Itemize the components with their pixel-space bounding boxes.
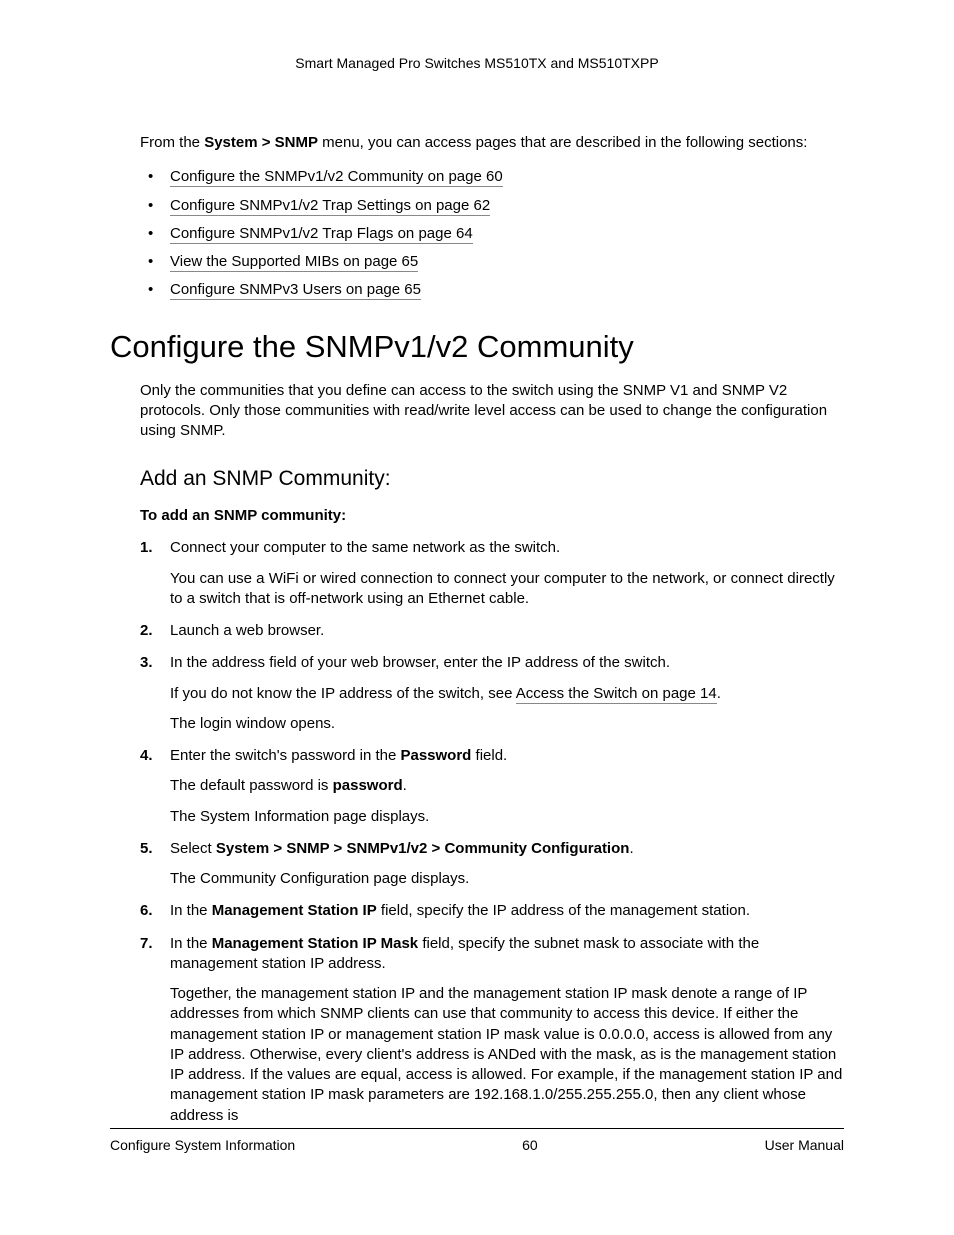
body-content: From the System > SNMP menu, you can acc… bbox=[140, 133, 844, 301]
step-5-follow: The Community Configuration page display… bbox=[170, 869, 844, 889]
toc-link-trap-settings[interactable]: Configure SNMPv1/v2 Trap Settings on pag… bbox=[170, 197, 490, 216]
step-7: In the Management Station IP Mask field,… bbox=[140, 934, 844, 1126]
step-4-follow-2: The System Information page displays. bbox=[170, 807, 844, 827]
footer-left: Configure System Information bbox=[110, 1137, 295, 1153]
intro-pre: From the bbox=[140, 134, 204, 151]
toc-list: Configure the SNMPv1/v2 Community on pag… bbox=[140, 167, 844, 300]
toc-link-community[interactable]: Configure the SNMPv1/v2 Community on pag… bbox=[170, 168, 503, 187]
step-5-bold: System > SNMP > SNMPv1/v2 > Community Co… bbox=[216, 840, 630, 857]
procedure-lead: To add an SNMP community: bbox=[140, 507, 844, 524]
step-5: Select System > SNMP > SNMPv1/v2 > Commu… bbox=[140, 839, 844, 890]
step-3-follow-pre: If you do not know the IP address of the… bbox=[170, 685, 516, 702]
step-3-follow-post: . bbox=[717, 685, 721, 702]
page: Smart Managed Pro Switches MS510TX and M… bbox=[0, 0, 954, 1235]
toc-link-snmpv3-users[interactable]: Configure SNMPv3 Users on page 65 bbox=[170, 281, 421, 300]
step-5-pre: Select bbox=[170, 840, 216, 857]
access-switch-link[interactable]: Access the Switch on page 14 bbox=[516, 685, 717, 704]
step-2-text: Launch a web browser. bbox=[170, 622, 324, 639]
step-6-bold: Management Station IP bbox=[212, 902, 377, 919]
step-4-follow-1: The default password is password. bbox=[170, 776, 844, 796]
intro-menu-path: System > SNMP bbox=[204, 134, 318, 151]
section-intro-para: Only the communities that you define can… bbox=[140, 381, 844, 442]
section-body: Only the communities that you define can… bbox=[140, 381, 844, 1126]
step-1-follow: You can use a WiFi or wired connection t… bbox=[170, 569, 844, 610]
step-4-bold: Password bbox=[400, 747, 471, 764]
intro-post: menu, you can access pages that are desc… bbox=[318, 134, 807, 151]
step-7-follow: Together, the management station IP and … bbox=[170, 984, 844, 1126]
subsection-heading: Add an SNMP Community: bbox=[140, 467, 844, 491]
step-6: In the Management Station IP field, spec… bbox=[140, 901, 844, 921]
step-5-post: . bbox=[629, 840, 633, 857]
step-6-post: field, specify the IP address of the man… bbox=[377, 902, 750, 919]
step-3: In the address field of your web browser… bbox=[140, 653, 844, 734]
toc-item: Configure SNMPv1/v2 Trap Settings on pag… bbox=[140, 196, 844, 216]
step-4-follow-pre: The default password is bbox=[170, 777, 333, 794]
toc-item: Configure the SNMPv1/v2 Community on pag… bbox=[140, 167, 844, 187]
step-3-follow-2: The login window opens. bbox=[170, 714, 844, 734]
procedure-steps: Connect your computer to the same networ… bbox=[140, 538, 844, 1126]
step-4-pre: Enter the switch's password in the bbox=[170, 747, 400, 764]
footer-row: Configure System Information 60 User Man… bbox=[110, 1137, 844, 1153]
step-4-post: field. bbox=[471, 747, 507, 764]
step-3-text: In the address field of your web browser… bbox=[170, 654, 670, 671]
step-4-follow-post: . bbox=[403, 777, 407, 794]
step-2: Launch a web browser. bbox=[140, 621, 844, 641]
step-7-pre: In the bbox=[170, 935, 212, 952]
step-7-bold: Management Station IP Mask bbox=[212, 935, 418, 952]
footer-right: User Manual bbox=[765, 1137, 844, 1153]
toc-link-trap-flags[interactable]: Configure SNMPv1/v2 Trap Flags on page 6… bbox=[170, 225, 473, 244]
step-4-follow-bold: password bbox=[333, 777, 403, 794]
toc-item: Configure SNMPv3 Users on page 65 bbox=[140, 280, 844, 300]
step-6-pre: In the bbox=[170, 902, 212, 919]
footer-page-number: 60 bbox=[522, 1137, 538, 1153]
step-4: Enter the switch's password in the Passw… bbox=[140, 746, 844, 827]
footer-rule bbox=[110, 1128, 844, 1129]
running-header: Smart Managed Pro Switches MS510TX and M… bbox=[110, 55, 844, 71]
section-heading: Configure the SNMPv1/v2 Community bbox=[110, 329, 844, 365]
intro-paragraph: From the System > SNMP menu, you can acc… bbox=[140, 133, 844, 153]
toc-link-mibs[interactable]: View the Supported MIBs on page 65 bbox=[170, 253, 418, 272]
page-footer: Configure System Information 60 User Man… bbox=[110, 1128, 844, 1153]
step-1-text: Connect your computer to the same networ… bbox=[170, 539, 560, 556]
step-3-follow-1: If you do not know the IP address of the… bbox=[170, 684, 844, 704]
toc-item: Configure SNMPv1/v2 Trap Flags on page 6… bbox=[140, 224, 844, 244]
toc-item: View the Supported MIBs on page 65 bbox=[140, 252, 844, 272]
step-1: Connect your computer to the same networ… bbox=[140, 538, 844, 609]
